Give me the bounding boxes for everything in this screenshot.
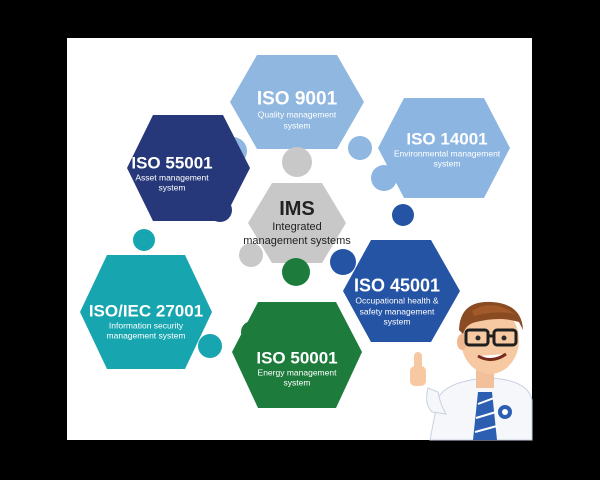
thumbs-up-businessman-icon xyxy=(410,301,533,441)
ims-knobs xyxy=(239,147,312,267)
ohs-piece xyxy=(330,204,460,342)
ims-piece xyxy=(248,183,346,263)
enms-piece xyxy=(232,258,362,408)
isms-piece xyxy=(80,229,222,369)
asset-piece xyxy=(127,115,250,222)
env-piece xyxy=(371,98,510,198)
